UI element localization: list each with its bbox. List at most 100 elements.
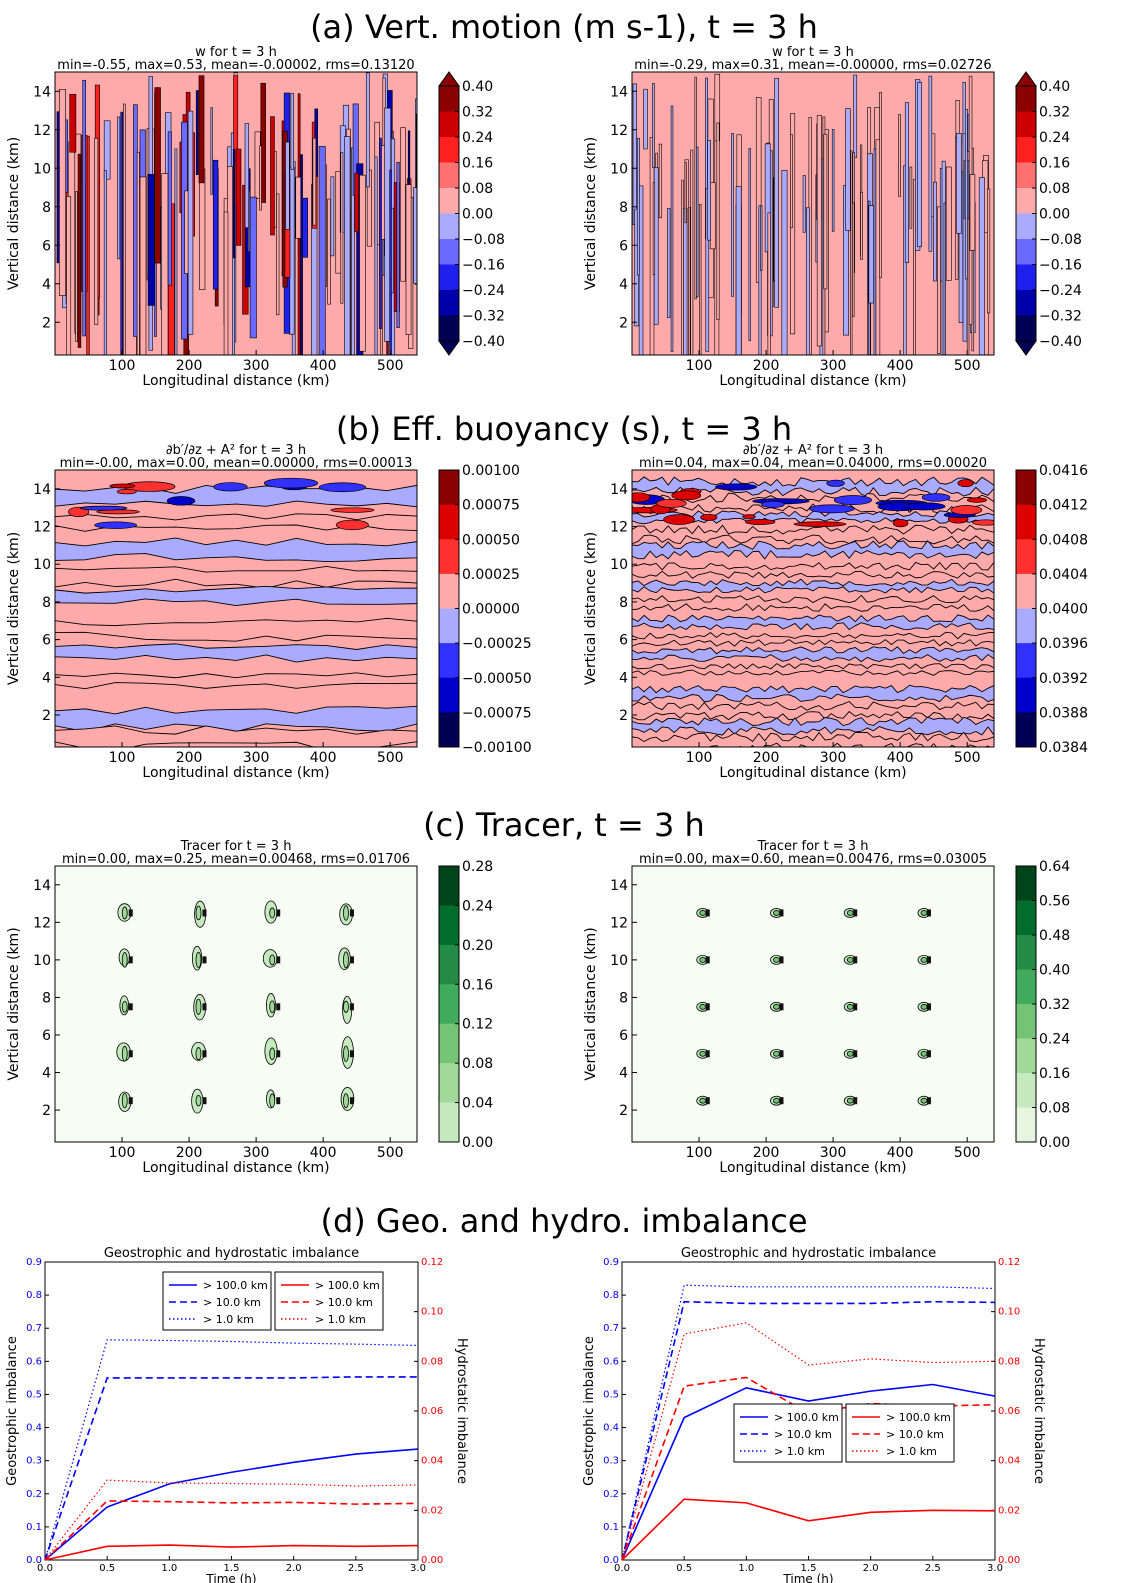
x-tick-label: 500 <box>954 1145 981 1161</box>
y-tick-label: 10 <box>610 557 628 573</box>
colorbar-tick-label: 0.24 <box>462 898 493 914</box>
colorbar-tick-label: 0.24 <box>462 130 493 146</box>
contour-cell <box>956 132 962 234</box>
x-tick-label: 400 <box>887 750 914 766</box>
legend-label: > 10.0 km <box>774 1428 832 1441</box>
contour-cell <box>879 91 882 279</box>
contour-band <box>632 540 994 560</box>
colorbar-swatch <box>439 608 459 644</box>
tracer-source <box>202 1003 207 1011</box>
x-tick-label: 0.0 <box>37 1563 53 1574</box>
contour-cell <box>184 190 189 274</box>
y2-axis-label: Hydrostatic imbalance <box>454 1338 469 1484</box>
contour-cell <box>154 87 161 264</box>
y-tick-label: 10 <box>33 161 51 177</box>
y-tick-label: 6 <box>619 238 628 254</box>
x-tick-label: 300 <box>243 358 270 374</box>
x-tick-label: 1.0 <box>738 1563 754 1574</box>
contour-cell <box>166 496 196 506</box>
tracer-source <box>128 1050 133 1058</box>
line-panel-right: Geostrophic and hydrostatic imbalance 0.0… <box>582 1246 1046 1583</box>
contour-cell <box>945 166 952 281</box>
tracer-plume <box>846 956 854 963</box>
colorbar: 0.40 0.32 0.24 0.16 0.08 0.00 −0.08 −0.16 −0.24 −… <box>438 71 505 356</box>
contour-cell <box>694 76 697 300</box>
series-line-right-3 <box>621 1498 996 1561</box>
x-tick-label: 200 <box>753 358 780 374</box>
contour-cell <box>636 137 640 276</box>
contour-band <box>632 492 994 515</box>
contour-band <box>632 700 994 721</box>
contour-cell <box>652 83 655 168</box>
x-tick-label: 300 <box>243 1145 270 1161</box>
panel-title: ∂b′/∂z + A² for t = 3 h <box>166 443 306 458</box>
contour-cell <box>199 168 206 290</box>
colorbar-tick-label: 0.00000 <box>462 602 520 618</box>
contour-cell <box>748 148 751 342</box>
tracer-plume <box>699 1050 707 1057</box>
contour-cell <box>933 181 937 282</box>
tracer-source <box>853 909 858 917</box>
tracer-source <box>779 1050 784 1058</box>
contour-cell <box>831 129 835 232</box>
colorbar-swatch <box>1016 470 1036 506</box>
y-tick-label: 0.8 <box>26 1290 42 1301</box>
contour-cell <box>921 493 951 502</box>
colorbar-tick-label: 0.32 <box>1039 105 1070 121</box>
tracer-source <box>779 1003 784 1011</box>
plot-frame <box>54 469 418 748</box>
series-line-right-4 <box>44 1500 419 1561</box>
contour-cell <box>167 131 172 286</box>
tracer-plume <box>846 910 854 916</box>
tracer-source <box>349 1097 354 1105</box>
colorbar-swatch <box>1016 111 1036 138</box>
x-tick-label: 0.5 <box>99 1563 115 1574</box>
tracer-plume <box>699 910 707 916</box>
colorbar-tick-label: 0.00075 <box>462 498 520 514</box>
y-tick-label: 12 <box>610 915 628 931</box>
tracer-source <box>349 909 354 917</box>
contour-cell <box>94 138 99 325</box>
y-tick-label: 8 <box>619 990 628 1006</box>
colorbar-swatch <box>1016 935 1036 970</box>
contour-cell <box>809 504 855 514</box>
contour-cell <box>195 90 199 175</box>
y-tick-label: 0.2 <box>26 1489 42 1500</box>
contour-cell <box>232 148 236 259</box>
contour-cell <box>212 159 219 290</box>
contour-cell <box>161 173 169 355</box>
colorbar-swatch <box>439 984 459 1025</box>
y-axis-label: Vertical distance (km) <box>583 532 599 685</box>
contour-cell <box>109 483 136 489</box>
contour-cell <box>643 88 648 150</box>
y-tick-label: 6 <box>619 1028 628 1044</box>
contour-cell <box>344 136 351 355</box>
colorbar: 0.64 0.56 0.48 0.40 0.32 0.24 0.16 0.08 0.00 <box>1015 859 1070 1151</box>
colorbar-tick-label: −0.08 <box>1039 232 1082 248</box>
colorbar-frame <box>438 865 460 1143</box>
contour-cell <box>94 521 138 529</box>
x-tick-label: 2.5 <box>348 1563 364 1574</box>
contour-band <box>632 561 994 579</box>
tracer-source <box>853 1097 858 1105</box>
y-tick-label: 12 <box>610 123 628 139</box>
colorbar-swatch <box>439 866 459 906</box>
colorbar-tick-label: −0.16 <box>462 258 505 274</box>
y-tick-label: 0.6 <box>603 1356 619 1367</box>
x-tick-label: 100 <box>686 1145 713 1161</box>
colorbar-swatch <box>1016 539 1036 575</box>
colorbar: 0.00100 0.00075 0.00050 0.00025 0.00000 −0.00… <box>438 463 532 756</box>
y-tick-label: 10 <box>610 953 628 969</box>
colorbar-tick-label: 0.0388 <box>1039 705 1088 721</box>
contour-cell <box>133 104 138 337</box>
tracer-source <box>779 1097 784 1105</box>
panel-subtitle: min=-0.55, max=0.53, mean=-0.00002, rms=… <box>57 58 414 73</box>
contour-cell <box>987 188 991 314</box>
colorbar-swatch <box>439 712 459 748</box>
contour-cell <box>774 78 779 308</box>
contour-cell <box>670 105 674 352</box>
contour-band <box>632 631 994 647</box>
contour-band <box>55 585 417 607</box>
y-axis-label: Geostrophic imbalance <box>582 1336 597 1486</box>
